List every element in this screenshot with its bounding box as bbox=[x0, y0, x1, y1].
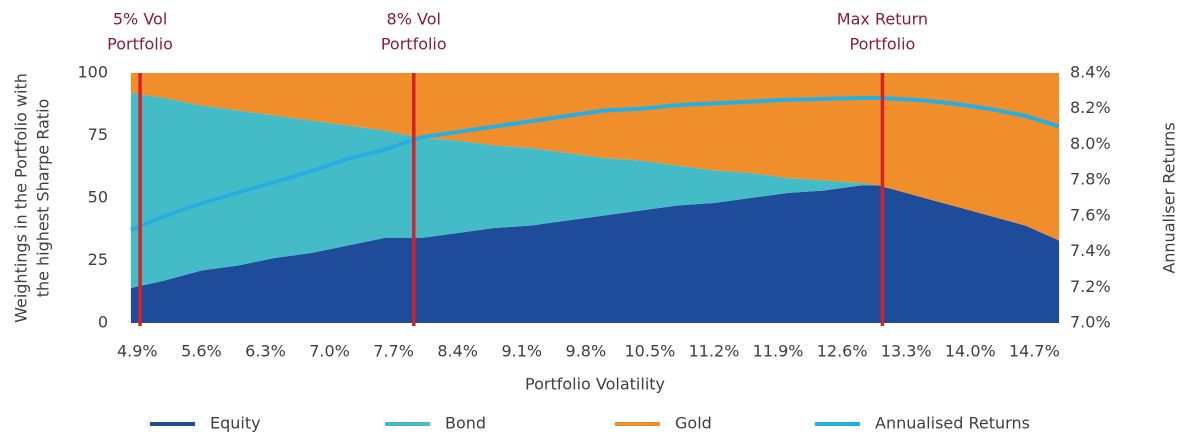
y2-tick-label: 8.2% bbox=[1070, 98, 1111, 117]
annotation-label: 8% Vol bbox=[387, 10, 441, 29]
x-tick-label: 4.9% bbox=[117, 342, 158, 361]
x-tick-label: 5.6% bbox=[181, 342, 222, 361]
x-tick-label: 14.0% bbox=[945, 342, 996, 361]
line bbox=[130, 96, 1060, 232]
y-tick-label: 75 bbox=[88, 125, 108, 144]
x-tick-label: 7.7% bbox=[373, 342, 414, 361]
x-tick-label: 9.1% bbox=[501, 342, 542, 361]
legend-label: Bond bbox=[445, 414, 486, 433]
legend-label: Gold bbox=[675, 414, 712, 433]
x-tick-label: 8.4% bbox=[437, 342, 478, 361]
annotation-label: Max Return bbox=[837, 10, 928, 29]
x-tick-label: 13.3% bbox=[881, 342, 932, 361]
y2-tick-label: 7.4% bbox=[1070, 241, 1111, 260]
y2-axis-label: Annualiser Returns bbox=[1160, 122, 1179, 273]
area bbox=[130, 185, 1060, 323]
legend-label: Annualised Returns bbox=[875, 414, 1030, 433]
legend-label: Equity bbox=[210, 414, 261, 433]
x-tick-label: 11.9% bbox=[753, 342, 804, 361]
x-tick-label: 12.6% bbox=[817, 342, 868, 361]
annotation-label: 5% Vol bbox=[113, 10, 167, 29]
y-axis-label: Weightings in the Portfolio with bbox=[12, 73, 31, 323]
x-tick-label: 14.7% bbox=[1009, 342, 1060, 361]
x-tick-label: 6.3% bbox=[245, 342, 286, 361]
x-tick-label: 10.5% bbox=[625, 342, 676, 361]
y2-tick-label: 7.8% bbox=[1070, 170, 1111, 189]
annotation-label: Portfolio bbox=[107, 35, 173, 54]
annotation-label: Portfolio bbox=[381, 35, 447, 54]
area bbox=[130, 73, 1060, 241]
y-tick-label: 50 bbox=[88, 188, 108, 207]
x-axis-label: Portfolio Volatility bbox=[525, 375, 665, 394]
y2-tick-label: 8.4% bbox=[1070, 63, 1111, 82]
annotation-label: Portfolio bbox=[850, 35, 916, 54]
y2-tick-label: 8.0% bbox=[1070, 134, 1111, 153]
y2-tick-label: 7.2% bbox=[1070, 277, 1111, 296]
y-tick-label: 25 bbox=[88, 250, 108, 269]
area bbox=[130, 93, 1060, 288]
x-tick-label: 7.0% bbox=[309, 342, 350, 361]
y2-tick-label: 7.0% bbox=[1070, 313, 1111, 332]
y-axis-label: the highest Sharpe Ratio bbox=[34, 99, 53, 298]
y-tick-label: 100 bbox=[77, 63, 108, 82]
x-tick-label: 9.8% bbox=[566, 342, 607, 361]
y-tick-label: 0 bbox=[98, 313, 108, 332]
y2-tick-label: 7.6% bbox=[1070, 205, 1111, 224]
x-tick-label: 11.2% bbox=[689, 342, 740, 361]
